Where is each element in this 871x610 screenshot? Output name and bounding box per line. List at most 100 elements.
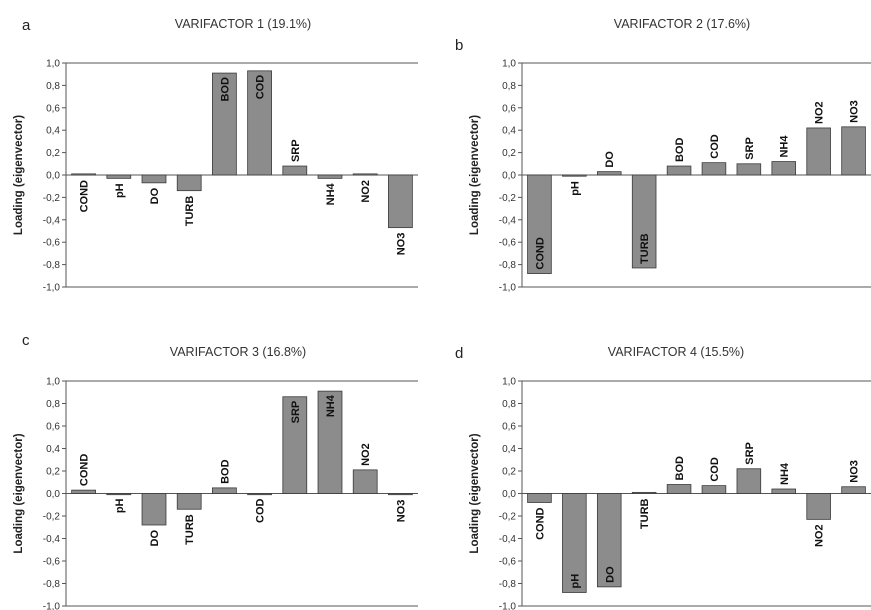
y-tick-label: 1,0 [502,377,516,388]
bar-category-label: COD [255,498,267,523]
bar-category-label: NO3 [395,233,407,256]
bar-category-label: NH4 [325,182,337,205]
y-tick-label: -0,8 [43,579,61,590]
bar-no3 [841,486,866,494]
y-tick-label: 0,0 [502,489,516,500]
chart-panel-b: b VARIFACTOR 2 (17.6%) Loading (eigenvecto… [455,17,871,294]
bar-do [141,493,167,526]
y-tick-label: 0,8 [502,399,516,410]
y-tick-label: -0,2 [43,512,61,523]
bar-nh4 [317,174,343,179]
y-tick-label: -1,0 [43,283,61,294]
bar-turb [631,174,657,269]
bar-ph [106,174,132,179]
y-tick-label: 0,4 [46,444,60,455]
bar-cod [247,70,272,176]
bar-category-label: NO2 [814,101,826,124]
bar-category-label: NH4 [779,462,791,485]
bar-bod [212,487,237,494]
bar-category-label: NO3 [849,460,861,483]
y-tick-label: 0,6 [502,103,516,114]
bar-no2 [352,469,378,494]
bar-category-label: COND [534,507,546,539]
bar-srp [736,163,762,176]
bar-category-label: pH [569,181,581,196]
chart-title: VARIFACTOR 1 (19.1%) [175,17,311,31]
y-tick-label: -0,6 [43,238,61,249]
bar-no2 [806,127,831,176]
bar-cod [701,485,727,494]
bar-bod [212,72,237,176]
y-tick-label: -0,6 [499,238,517,249]
bar-category-label: COD [709,457,721,482]
bar-cond [71,489,96,494]
y-tick-label: -0,2 [43,193,61,204]
bar-category-label: SRP [744,137,756,160]
bar-category-label: TURB [184,514,196,545]
y-tick-label: -0,2 [499,193,517,204]
y-tick-label: -0,8 [43,260,61,271]
bar-cond [527,493,552,503]
bar-category-label: BOD [219,459,231,484]
bar-turb [631,491,657,494]
bar-category-label: TURB [639,233,651,264]
y-tick-label: -0,4 [499,534,517,545]
y-tick-label: 0,8 [502,81,516,92]
chart-title: VARIFACTOR 2 (17.6%) [614,17,750,31]
y-tick-label: -0,6 [43,557,61,568]
bar-srp [736,468,762,494]
bar-category-label: COND [79,454,91,486]
bar-category-label: NO2 [360,443,372,466]
chart-title: VARIFACTOR 3 (16.8%) [170,345,306,359]
bar-category-label: TURB [639,498,651,529]
bar-no3 [841,126,866,176]
y-tick-label: 0,2 [502,467,516,478]
bar-cond [71,173,96,176]
chart-panel-a: a VARIFACTOR 1 (19.1%) Loading (eigenvecto… [13,17,418,294]
bar-category-label: NH4 [779,135,791,158]
bar-nh4 [771,488,797,494]
bar-ph [106,493,132,496]
bar-srp [282,165,308,176]
y-tick-label: 0,2 [46,467,60,478]
chart-title: VARIFACTOR 4 (15.5%) [608,345,744,359]
bar-category-label: DO [149,530,161,547]
bar-category-label: NO2 [814,524,826,547]
bar-cod [247,493,272,496]
bar-category-label: COD [255,75,267,100]
y-tick-label: -1,0 [499,602,517,610]
bar-no2 [352,173,378,176]
bar-category-label: DO [149,187,161,204]
y-tick-label: 0,4 [502,126,516,137]
bar-no3 [388,174,413,229]
bar-cond [527,174,552,274]
bar-cod [701,162,727,176]
y-tick-label: -0,4 [43,215,61,226]
bar-category-label: COD [709,134,721,159]
y-tick-label: 1,0 [502,59,516,70]
y-axis-label: Loading (eigenvector) [469,433,481,553]
bar-category-label: COND [79,180,91,212]
y-tick-label: 0,2 [46,148,60,159]
y-tick-label: -0,6 [499,557,517,568]
panel-letter: c [22,332,30,349]
bar-category-label: NO3 [395,500,407,523]
y-tick-label: 0,0 [46,489,60,500]
bar-no2 [806,493,831,520]
bar-turb [176,174,202,192]
bar-turb [176,493,202,510]
bar-category-label: BOD [674,138,686,163]
y-tick-label: 0,8 [46,399,60,410]
y-tick-label: -0,8 [499,579,517,590]
y-tick-label: 1,0 [46,377,60,388]
y-tick-label: -1,0 [43,602,61,610]
bar-category-label: TURB [184,196,196,227]
bar-category-label: DO [604,151,616,168]
y-tick-label: -0,8 [499,260,517,271]
bar-category-label: NO2 [360,180,372,203]
bar-category-label: SRP [290,401,302,424]
chart-panel-d: d VARIFACTOR 4 (15.5%) Loading (eigenvecto… [455,345,871,610]
y-tick-label: 0,4 [502,444,516,455]
bar-category-label: BOD [219,77,231,102]
